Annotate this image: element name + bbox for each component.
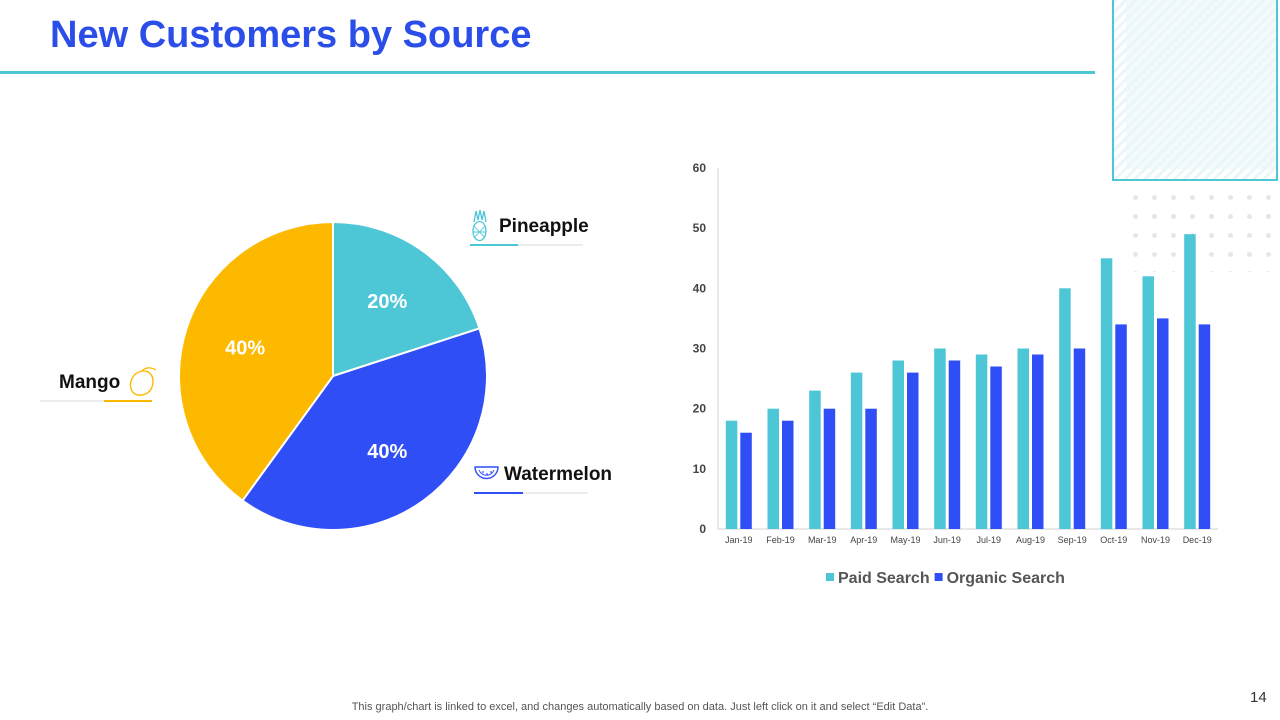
y-tick-label: 10 <box>693 462 707 476</box>
legend-swatch-paid-search <box>826 573 834 581</box>
pie-callouts: 20% 40% 40% <box>225 291 407 463</box>
y-tick-label: 40 <box>693 281 707 295</box>
bar-paid-search-mar-19 <box>809 390 821 529</box>
mango-icon <box>129 367 157 396</box>
legend-label-paid-search: Paid Search <box>838 570 930 587</box>
bar-organic-search-aug-19 <box>1032 354 1044 529</box>
x-tick-label: Jun-19 <box>933 535 961 545</box>
bar-organic-search-jul-19 <box>990 366 1002 529</box>
chart-legend: Paid Search Organic Search <box>826 570 1065 587</box>
pie-slice-label-pineapple: 20% <box>367 291 407 313</box>
title-underline <box>0 71 1095 74</box>
bar-paid-search-oct-19 <box>1100 258 1113 530</box>
legend-swatch-organic-search <box>934 573 943 581</box>
pie-slices <box>178 220 488 531</box>
bar-paid-search-jul-19 <box>975 354 988 529</box>
y-tick-label: 60 <box>693 161 707 175</box>
bar-paid-search-may-19 <box>892 360 904 529</box>
x-tick-label: May-19 <box>890 535 920 545</box>
bar-marks <box>725 234 1211 530</box>
bar-organic-search-sep-19 <box>1073 348 1086 529</box>
bar-paid-search-sep-19 <box>1059 288 1071 529</box>
bar-organic-search-jan-19 <box>740 432 752 529</box>
bar-organic-search-jun-19 <box>948 360 961 529</box>
mango-label: Mango <box>59 372 120 393</box>
bar-paid-search-jan-19 <box>725 420 738 529</box>
y-tick-label: 20 <box>693 402 707 416</box>
bar-paid-search-feb-19 <box>767 408 779 529</box>
bar-organic-search-apr-19 <box>865 408 877 529</box>
x-tick-label: Apr-19 <box>850 535 877 545</box>
pie-slice-mango <box>178 220 334 502</box>
decorative-dot-grid <box>1126 188 1280 272</box>
pie-slice-pineapple <box>332 220 481 378</box>
bar-organic-search-dec-19 <box>1198 324 1211 529</box>
x-tick-label: Mar-19 <box>808 535 837 545</box>
pie-slice-label-watermelon: 40% <box>367 441 407 463</box>
watermelon-icon <box>474 466 499 480</box>
watermelon-label: Watermelon <box>504 464 612 485</box>
x-tick-label: Feb-19 <box>766 535 795 545</box>
bar-organic-search-oct-19 <box>1115 324 1127 529</box>
x-tick-label: Jan-19 <box>725 535 753 545</box>
x-tick-label: Aug-19 <box>1016 535 1045 545</box>
y-tick-labels: 0 10 20 30 40 50 60 <box>693 161 707 536</box>
y-tick-label: 50 <box>693 221 707 235</box>
bar-paid-search-jun-19 <box>934 348 946 529</box>
pie-slice-watermelon <box>241 327 488 531</box>
pineapple-label: Pineapple <box>499 216 589 237</box>
decorative-frame <box>1112 0 1278 181</box>
page-title: New Customers by Source <box>50 14 532 56</box>
bar-paid-search-aug-19 <box>1017 348 1029 529</box>
pineapple-icon <box>472 209 487 242</box>
x-tick-labels: Jan-19 Feb-19 Mar-19 Apr-19 May-19 Jun-19 Jul-… <box>725 535 1212 545</box>
bar-organic-search-feb-19 <box>782 420 794 529</box>
bar-paid-search-nov-19 <box>1142 276 1154 529</box>
bar-organic-search-may-19 <box>907 372 919 529</box>
page-number: 14 <box>1250 689 1267 706</box>
pie-slice-label-mango: 40% <box>225 337 265 359</box>
x-tick-label: Dec-19 <box>1183 535 1212 545</box>
y-tick-label: 0 <box>699 522 706 536</box>
footnote: This graph/chart is linked to excel, and… <box>351 701 929 713</box>
bar-organic-search-mar-19 <box>823 408 836 529</box>
bar-organic-search-nov-19 <box>1157 318 1169 529</box>
x-tick-label: Sep-19 <box>1058 535 1087 545</box>
x-tick-label: Nov-19 <box>1141 535 1170 545</box>
bar-paid-search-dec-19 <box>1184 234 1196 529</box>
x-tick-label: Jul-19 <box>977 535 1002 545</box>
legend-label-organic-search: Organic Search <box>947 570 1065 587</box>
bar-paid-search-apr-19 <box>850 372 863 529</box>
x-tick-label: Oct-19 <box>1100 535 1127 545</box>
y-tick-label: 30 <box>693 342 707 356</box>
